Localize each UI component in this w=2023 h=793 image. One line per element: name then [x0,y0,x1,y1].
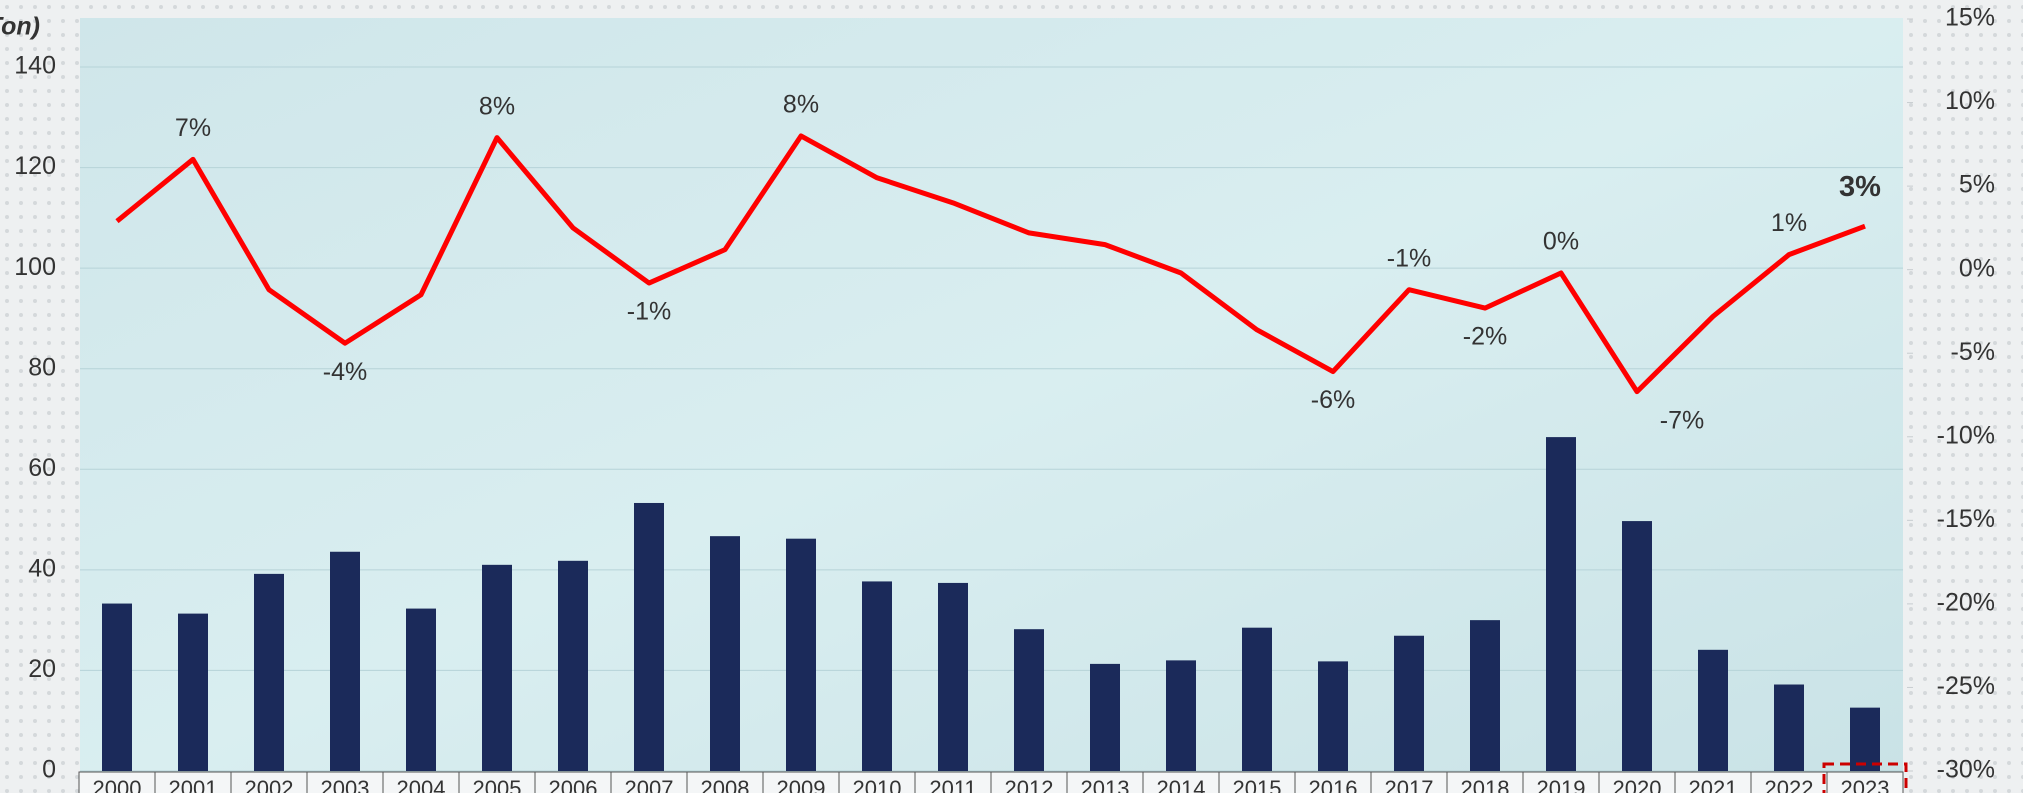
data-label: 0% [1543,228,1579,256]
bar [1014,629,1044,771]
bar [938,582,968,771]
y-tick-label: 140 [14,52,56,80]
y2-tick-label: 15% [1945,4,1995,32]
x-tick-label: 2023 [1841,776,1890,793]
x-tick-label: 2004 [397,776,446,793]
y-axis-label: Ton) [0,13,40,41]
bar [558,560,588,771]
data-label: 8% [783,91,819,119]
x-tick-label: 2012 [1005,776,1054,793]
bar [1698,649,1728,771]
bar [178,613,208,771]
x-tick-label: 2016 [1309,776,1358,793]
bar [406,608,436,771]
y-tick-label: 100 [14,253,56,281]
bar [482,564,512,771]
data-label: -2% [1463,323,1507,351]
x-tick-label: 2017 [1385,776,1434,793]
y2-tick-label: 10% [1945,87,1995,115]
x-tick-label: 2022 [1765,776,1814,793]
bar [1394,635,1424,771]
x-tick-label: 2018 [1461,776,1510,793]
bar [1470,620,1500,771]
x-tick-label: 2001 [169,776,218,793]
x-tick-label: 2014 [1157,776,1206,793]
x-tick-label: 2002 [245,776,294,793]
x-tick-label: 2021 [1689,776,1738,793]
data-label: 7% [175,114,211,142]
bar [1090,663,1120,771]
data-label: -1% [627,298,671,326]
data-label: -1% [1387,244,1431,272]
bar [786,538,816,771]
x-tick-label: 2009 [777,776,826,793]
data-label: -7% [1660,406,1704,434]
y2-tick-label: -15% [1937,505,1995,533]
plot-panel [80,18,1903,793]
data-label: -6% [1311,386,1355,414]
x-tick-box [1826,771,1904,793]
x-tick-label: 2005 [473,776,522,793]
bar [710,536,740,771]
bar [1242,627,1272,771]
x-tick-label: 2010 [853,776,902,793]
bar [1546,437,1576,771]
x-tick-label: 2020 [1613,776,1662,793]
y2-tick-label: -10% [1937,421,1995,449]
x-tick-label: 2013 [1081,776,1130,793]
y2-tick-label: -25% [1937,672,1995,700]
line [115,133,1866,395]
y2-tick-label: 5% [1959,171,1995,199]
bar [862,581,892,771]
y-tick-label: 60 [28,454,56,482]
highlight-box [1822,762,1908,793]
x-tick-label: 2019 [1537,776,1586,793]
data-label: -4% [323,358,367,386]
y2-tick-label: -20% [1937,588,1995,616]
y-tick-label: 120 [14,152,56,180]
x-tick-label: 2003 [321,776,370,793]
y-tick-label: 80 [28,353,56,381]
y-tick-label: 40 [28,554,56,582]
data-label: 8% [479,92,515,120]
bar [1166,660,1196,771]
bar [254,573,284,771]
x-tick-label: 2000 [93,776,142,793]
x-tick-label: 2015 [1233,776,1282,793]
y2-tick-label: 0% [1959,254,1995,282]
bar [102,603,132,771]
x-tick-label: 2007 [625,776,674,793]
x-tick-label: 2011 [929,776,976,793]
bar [634,502,664,771]
data-label: 1% [1771,209,1807,237]
y2-tick-label: -5% [1951,338,1995,366]
bar [1850,707,1880,771]
bar [1622,521,1652,771]
bar [1318,661,1348,771]
x-tick-label: 2006 [549,776,598,793]
y-tick-label: 20 [28,655,56,683]
data-label: 3% [1839,171,1881,203]
bar [330,551,360,771]
y-tick-label: 0 [42,756,56,784]
x-tick-label: 2008 [701,776,750,793]
y2-tick-label: -30% [1937,756,1995,784]
bar [1774,684,1804,771]
